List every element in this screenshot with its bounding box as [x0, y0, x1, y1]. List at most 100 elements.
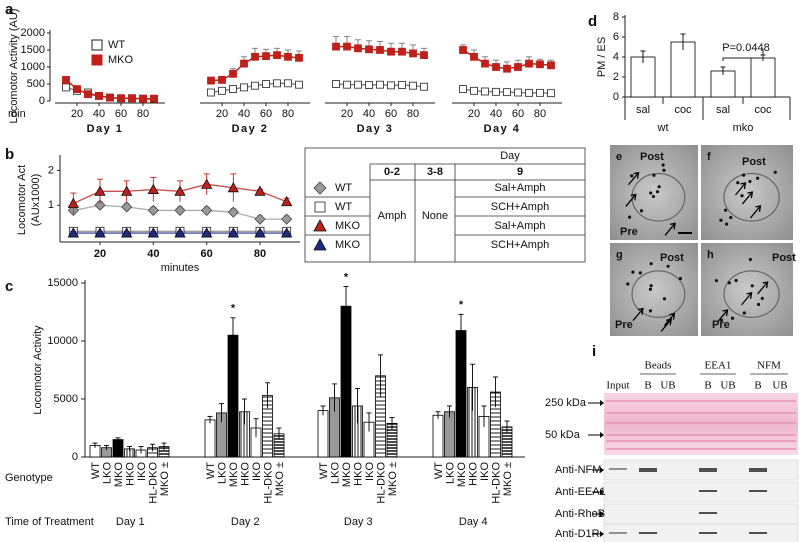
data-point: [536, 88, 544, 97]
x-tick-label: 60: [260, 108, 272, 120]
legend-column: 9: [517, 166, 523, 178]
micrograph: [701, 243, 793, 336]
data-point: [481, 59, 489, 68]
x-tick-label: 20: [71, 108, 83, 120]
gold-particle: [736, 181, 740, 185]
data-point: [67, 227, 80, 238]
genotype-tick-label: WT: [205, 462, 217, 479]
data-point: [262, 80, 270, 88]
gold-particle: [638, 271, 642, 275]
gold-particle: [626, 282, 630, 286]
data-point: [120, 185, 133, 196]
data-point: [536, 60, 544, 69]
gold-particle: [652, 173, 656, 177]
data-point: [240, 59, 248, 68]
data-point: [470, 52, 478, 61]
gold-particle: [723, 208, 728, 212]
data-point: [254, 185, 266, 196]
gold-particle: [734, 278, 738, 283]
significance-marker: *: [459, 299, 464, 311]
x-tick-label: 80: [137, 108, 149, 120]
genotype-tick-label: MKO: [456, 462, 468, 488]
data-point: [262, 52, 270, 61]
arrow-head: [633, 171, 640, 179]
data-point: [254, 213, 266, 225]
blot-band: [609, 468, 627, 470]
gold-particle: [655, 190, 660, 194]
y-tick-label: 0: [72, 451, 78, 463]
significance-marker: *: [231, 303, 236, 315]
gold-particle: [666, 264, 670, 268]
panel-label: h: [707, 249, 714, 261]
annotation: P=0.0448: [722, 42, 769, 54]
data-point: [227, 206, 239, 218]
antibody-label: Anti-D1R: [555, 528, 600, 540]
data-point: [106, 93, 114, 102]
x-tick-label: 80: [534, 108, 546, 120]
y-axis-label: PM / ES: [596, 37, 608, 77]
data-point: [481, 87, 489, 96]
micrograph: [610, 145, 698, 240]
genotype-tick-label: MKO ±: [274, 462, 286, 496]
blot-band: [749, 468, 767, 472]
legend-swatch: [91, 39, 103, 51]
panel-label: a: [5, 1, 14, 18]
x-tick-label: 60: [512, 108, 524, 120]
panel-label: g: [616, 249, 623, 261]
data-point: [470, 86, 478, 95]
y-tick-label: 2: [48, 164, 54, 176]
data-point: [409, 49, 417, 58]
genotype-tick-label: WT: [318, 462, 330, 479]
x-tick-label: 40: [490, 108, 502, 120]
gold-particle: [627, 215, 632, 219]
arrow: [749, 205, 761, 219]
legend-label: MKO: [108, 54, 134, 66]
day-label: Day 1: [87, 123, 124, 135]
panel-label: f: [707, 151, 711, 163]
bar: [317, 410, 329, 458]
data-point: [387, 47, 395, 56]
arrow-head: [630, 193, 637, 201]
gold-particle: [740, 194, 744, 198]
x-tick-label: 80: [407, 108, 419, 120]
gold-particle: [760, 296, 764, 300]
data-point: [227, 182, 240, 193]
bar: [630, 56, 656, 98]
arrow-head: [637, 307, 644, 315]
genotype-tick-label: MKO: [113, 462, 125, 488]
antibody-label: Anti-RhoB: [555, 508, 605, 520]
arrow: [664, 222, 676, 236]
legend-header: Day: [500, 150, 520, 162]
x-tick-label: 80: [254, 248, 266, 260]
data-point: [174, 227, 186, 238]
gold-particle: [748, 257, 752, 262]
arrow: [625, 194, 637, 207]
y-tick-label: 5000: [54, 393, 78, 405]
arrow-head: [666, 318, 672, 326]
data-point: [73, 85, 81, 93]
day-label: Day 3: [357, 123, 394, 135]
data-point: [313, 238, 327, 251]
gold-particle: [756, 302, 761, 307]
data-point: [229, 69, 237, 78]
arrow-head: [740, 182, 747, 190]
gold-particle: [662, 297, 667, 301]
arrow: [627, 172, 639, 186]
data-point: [147, 183, 160, 194]
legend-table: [304, 147, 586, 263]
data-point: [273, 79, 281, 88]
data-point: [284, 79, 292, 88]
genotype-tick-label: IKO: [364, 462, 376, 481]
ponceau-band: [606, 448, 796, 450]
legend-pretreatment: Amph: [378, 210, 407, 222]
category-label: Day 2: [231, 516, 260, 528]
legend-swatch: [91, 54, 103, 66]
ponceau-band: [606, 412, 796, 414]
data-point: [503, 88, 511, 97]
bar: [455, 330, 467, 458]
antibody-arrowhead: [600, 489, 604, 495]
data-point: [459, 85, 467, 93]
blot-band: [749, 490, 767, 492]
marker-label: 250 kDa: [545, 397, 587, 409]
data-point: [313, 219, 327, 232]
